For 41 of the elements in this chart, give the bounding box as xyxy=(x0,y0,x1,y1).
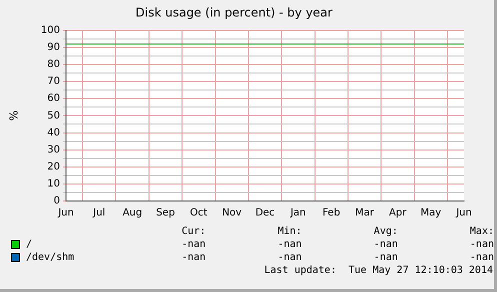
text: Max: xyxy=(468,225,494,238)
y-tick-label: 40 xyxy=(47,127,60,138)
text: -nan xyxy=(468,251,494,264)
x-tick-label: Oct xyxy=(190,208,208,219)
x-tick-label: Mar xyxy=(355,208,375,219)
text: Min: xyxy=(276,225,302,238)
chart-title: Disk usage (in percent) - by year xyxy=(136,5,333,20)
x-tick-label: Aug xyxy=(122,208,142,219)
legend-label: /dev/shm xyxy=(26,252,74,263)
y-tick-label: 60 xyxy=(47,93,60,104)
text: Avg: xyxy=(372,225,398,238)
text: -nan xyxy=(372,238,398,251)
text: -nan xyxy=(180,238,206,251)
y-tick-label: 30 xyxy=(47,144,60,156)
y-tick-label: 0 xyxy=(54,196,60,207)
legend-label: / xyxy=(26,239,32,250)
y-tick-label: 10 xyxy=(47,178,60,190)
x-tick-label: Dec xyxy=(255,208,275,219)
x-tick-label: Jul xyxy=(92,208,106,219)
x-tick-label: May xyxy=(420,208,442,219)
y-tick-label: 100 xyxy=(40,24,60,36)
y-tick-label: 80 xyxy=(47,59,60,70)
text: Cur: xyxy=(180,225,206,238)
y-tick-label: 90 xyxy=(47,42,60,54)
text: -nan xyxy=(180,251,206,264)
y-tick-label: 70 xyxy=(47,76,60,88)
text: -nan xyxy=(372,251,398,264)
x-tick-label: Jun xyxy=(455,208,472,219)
y-tick-label: 50 xyxy=(47,110,60,122)
text: -nan xyxy=(276,238,302,251)
y-axis-title: % xyxy=(7,110,20,121)
x-tick-label: Jan xyxy=(289,208,306,219)
x-tick-label: Sep xyxy=(156,208,175,219)
text: Last update: Tue May 27 12:10:03 2014 xyxy=(263,264,494,277)
y-tick-label: 20 xyxy=(47,161,60,172)
x-tick-label: Nov xyxy=(222,208,242,219)
x-tick-label: Jun xyxy=(57,208,74,219)
text: -nan xyxy=(468,238,494,251)
text: -nan xyxy=(276,251,302,264)
x-tick-label: Feb xyxy=(322,208,340,219)
x-tick-label: Apr xyxy=(389,208,408,219)
